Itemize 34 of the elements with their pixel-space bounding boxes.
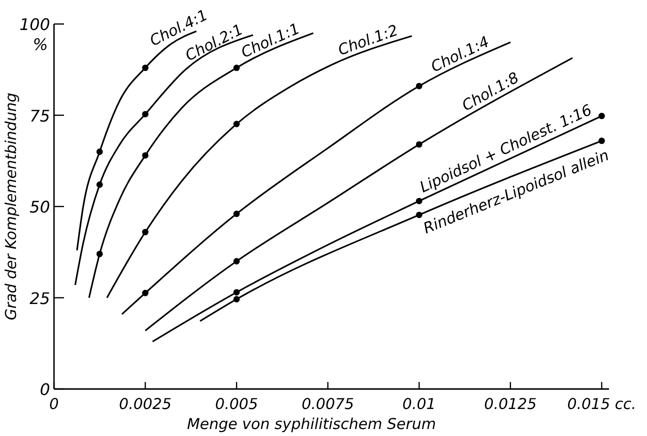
x-tick-label: 0.0025: [119, 395, 172, 413]
point: [233, 289, 240, 296]
y-tick-label: 25: [30, 288, 50, 308]
x-tick-label: 0.01: [402, 395, 436, 413]
point: [233, 296, 240, 302]
point: [142, 64, 148, 71]
x-tick-label: 0.0125: [484, 395, 537, 413]
point: [598, 138, 605, 144]
point: [233, 64, 240, 71]
point: [416, 198, 422, 204]
x-tick-label: 0.005: [215, 395, 258, 413]
point: [96, 148, 103, 155]
y-axis-title: Grad der Komplementbindung: [2, 92, 20, 320]
point: [416, 82, 422, 90]
y-tick-label: 0: [40, 380, 50, 399]
point: [96, 181, 103, 188]
point: [96, 250, 103, 258]
point: [233, 258, 240, 264]
point: [416, 212, 422, 218]
point: [142, 228, 148, 236]
point: [142, 110, 148, 118]
point: [233, 120, 240, 128]
point: [142, 152, 148, 159]
point: [233, 210, 240, 217]
y-tick-label: 50: [30, 198, 50, 216]
x-tick-label: 0.0075: [302, 395, 354, 413]
y-tick-label: 100: [19, 15, 50, 34]
x-axis-title: Menge von syphilitischem Serum: [186, 415, 436, 433]
point: [142, 290, 148, 296]
y-tick-label: 75: [30, 106, 50, 126]
point: [598, 112, 605, 120]
x-tick-label: 0.015 cc.: [567, 395, 636, 413]
text: %: [32, 35, 48, 54]
point: [416, 141, 422, 148]
